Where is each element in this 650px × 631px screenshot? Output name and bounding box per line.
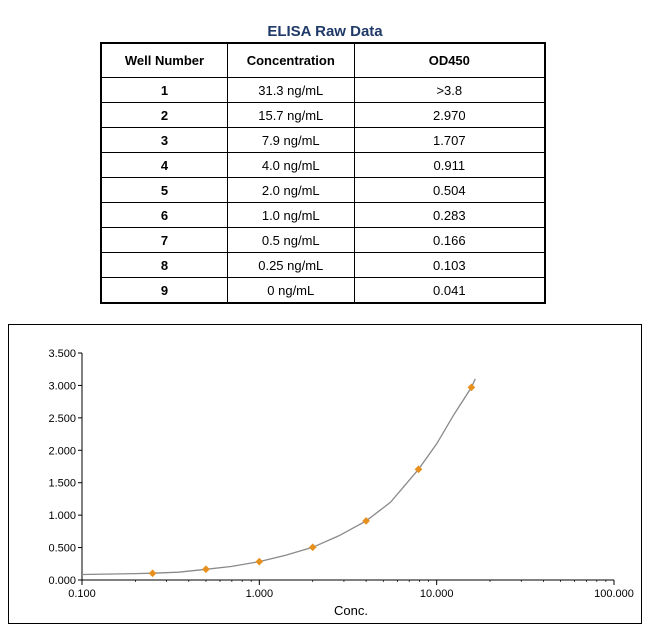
table-row: 3 7.9 ng/mL 1.707 xyxy=(100,127,546,153)
od450-cell: 1.707 xyxy=(353,127,546,153)
concentration-cell: 1.0 ng/mL xyxy=(226,202,355,228)
od450-cell: 0.911 xyxy=(353,152,546,178)
well-number-cell: 6 xyxy=(100,202,228,228)
y-tick-label: 0.000 xyxy=(48,575,76,587)
x-tick-label: 1.000 xyxy=(246,588,274,600)
od450-cell: 2.970 xyxy=(353,102,546,128)
well-number-cell: 5 xyxy=(100,177,228,203)
od450-cell: 0.041 xyxy=(353,277,546,304)
table-row: 1 31.3 ng/mL >3.8 xyxy=(100,77,546,103)
data-point xyxy=(308,543,317,552)
table-row: 4 4.0 ng/mL 0.911 xyxy=(100,152,546,178)
table-row: 7 0.5 ng/mL 0.166 xyxy=(100,227,546,253)
concentration-cell: 0 ng/mL xyxy=(226,277,355,304)
well-number-cell: 4 xyxy=(100,152,228,178)
table-row: 6 1.0 ng/mL 0.283 xyxy=(100,202,546,228)
data-point xyxy=(362,516,371,525)
x-tick-label: 0.100 xyxy=(68,588,96,600)
concentration-cell: 0.5 ng/mL xyxy=(226,227,355,253)
well-number-cell: 8 xyxy=(100,252,228,278)
table-row: 5 2.0 ng/mL 0.504 xyxy=(100,177,546,203)
x-tick-label: 10.000 xyxy=(420,588,454,600)
od450-cell: 0.504 xyxy=(353,177,546,203)
header-well-number: Well Number xyxy=(100,42,228,78)
x-axis: 0.100 1.000 10.000 100.000 xyxy=(68,579,634,600)
header-od450: OD450 xyxy=(353,42,546,78)
concentration-cell: 15.7 ng/mL xyxy=(226,102,355,128)
x-axis-label: Conc. xyxy=(334,603,368,618)
concentration-cell: 2.0 ng/mL xyxy=(226,177,355,203)
od450-cell: 0.103 xyxy=(353,252,546,278)
well-number-cell: 2 xyxy=(100,102,228,128)
well-number-cell: 9 xyxy=(100,277,228,304)
y-tick-label: 1.500 xyxy=(48,478,76,490)
elisa-raw-data-table: Well Number Concentration OD450 1 31.3 ng… xyxy=(100,42,546,304)
data-points-layer xyxy=(148,383,476,578)
y-tick-label: 3.500 xyxy=(48,348,76,360)
data-point xyxy=(255,557,264,566)
x-tick-label: 100.000 xyxy=(594,588,634,600)
table-row: 2 15.7 ng/mL 2.970 xyxy=(100,102,546,128)
od450-cell: >3.8 xyxy=(353,77,546,103)
concentration-cell: 31.3 ng/mL xyxy=(226,77,355,103)
well-number-cell: 7 xyxy=(100,227,228,253)
y-axis: 0.000 0.500 1.000 1.500 2.000 2.500 3.000 3.500 xyxy=(48,348,83,587)
table-title: ELISA Raw Data xyxy=(267,23,383,40)
fit-curve-layer xyxy=(81,378,476,576)
y-tick-label: 2.000 xyxy=(48,445,76,457)
data-point xyxy=(201,565,210,574)
y-tick-label: 1.000 xyxy=(48,510,76,522)
table-header-row: Well Number Concentration OD450 xyxy=(100,42,546,78)
y-tick-label: 2.500 xyxy=(48,413,76,425)
concentration-cell: 7.9 ng/mL xyxy=(226,127,355,153)
chart-svg: 0.000 0.500 1.000 1.500 2.000 2.500 3.000 3.500… xyxy=(48,348,634,618)
data-point xyxy=(414,465,423,474)
od450-cell: 0.166 xyxy=(353,227,546,253)
od450-cell: 0.283 xyxy=(353,202,546,228)
standard-curve-chart: 0.000 0.500 1.000 1.500 2.000 2.500 3.000 3.500… xyxy=(8,324,642,624)
concentration-cell: 0.25 ng/mL xyxy=(226,252,355,278)
data-point xyxy=(148,569,157,578)
table-row: 8 0.25 ng/mL 0.103 xyxy=(100,252,546,278)
well-number-cell: 1 xyxy=(100,77,228,103)
header-concentration: Concentration xyxy=(226,42,355,78)
concentration-cell: 4.0 ng/mL xyxy=(226,152,355,178)
data-point xyxy=(467,383,476,392)
y-tick-label: 0.500 xyxy=(48,543,76,555)
y-tick-label: 3.000 xyxy=(48,380,76,392)
fit-curve-line xyxy=(81,378,476,576)
well-number-cell: 3 xyxy=(100,127,228,153)
